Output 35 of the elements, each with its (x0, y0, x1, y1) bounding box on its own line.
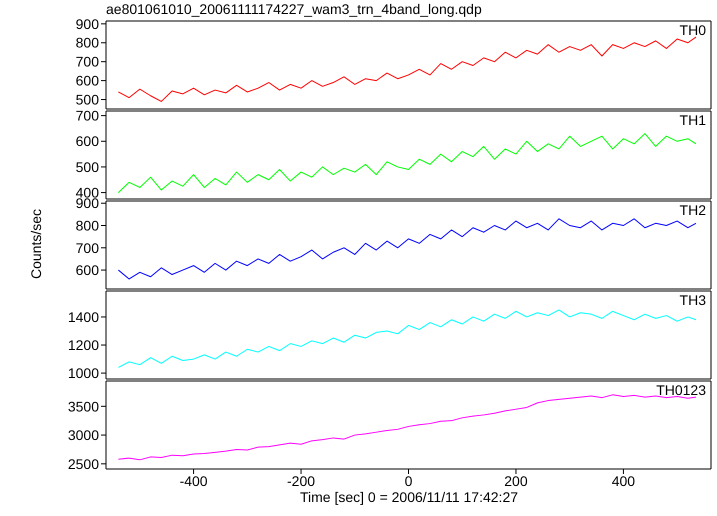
y-tick-label: 3500 (68, 398, 100, 414)
line-series (118, 309, 696, 368)
y-tick-label: 600 (76, 133, 100, 150)
series-label: TH0 (680, 22, 706, 38)
chart-title: ae801061010_20061111174227_wam3_trn_4band_long.qdp (106, 1, 482, 17)
series-label: TH1 (680, 112, 706, 128)
x-tick-label: 200 (504, 472, 528, 489)
x-tick-label: 400 (612, 472, 636, 489)
line-series (118, 36, 696, 102)
y-axis-title: Counts/sec (28, 208, 44, 280)
x-tick-label: 0 (404, 472, 413, 489)
y-tick-label: 500 (76, 92, 100, 108)
line-series (118, 133, 696, 194)
line-series (118, 394, 696, 460)
line-series (118, 218, 696, 280)
y-tick-label: 1200 (68, 337, 100, 354)
series-label: TH2 (680, 202, 706, 218)
series-label: TH3 (680, 292, 706, 308)
y-tick-label: 800 (76, 34, 100, 51)
y-tick-label: 1000 (68, 365, 100, 382)
y-tick-label: 700 (76, 108, 100, 124)
x-tick-label: -200 (287, 472, 316, 489)
y-tick-label: 700 (76, 54, 100, 70)
y-tick-label: 3000 (68, 427, 100, 444)
x-tick-label: -400 (180, 472, 208, 489)
y-tick-label: 800 (76, 217, 100, 234)
y-tick-label: 600 (76, 72, 100, 89)
y-tick-label: 1400 (68, 308, 100, 325)
series-label: TH0123 (656, 382, 706, 398)
y-tick-label: 600 (76, 262, 100, 278)
y-tick-label: 500 (76, 158, 100, 175)
y-tick-label: 2500 (68, 456, 100, 472)
y-tick-label: 700 (76, 240, 100, 256)
x-axis-title: Time [sec] 0 = 2006/11/11 17:42:27 (298, 489, 520, 505)
y-tick-label: 900 (76, 16, 100, 32)
